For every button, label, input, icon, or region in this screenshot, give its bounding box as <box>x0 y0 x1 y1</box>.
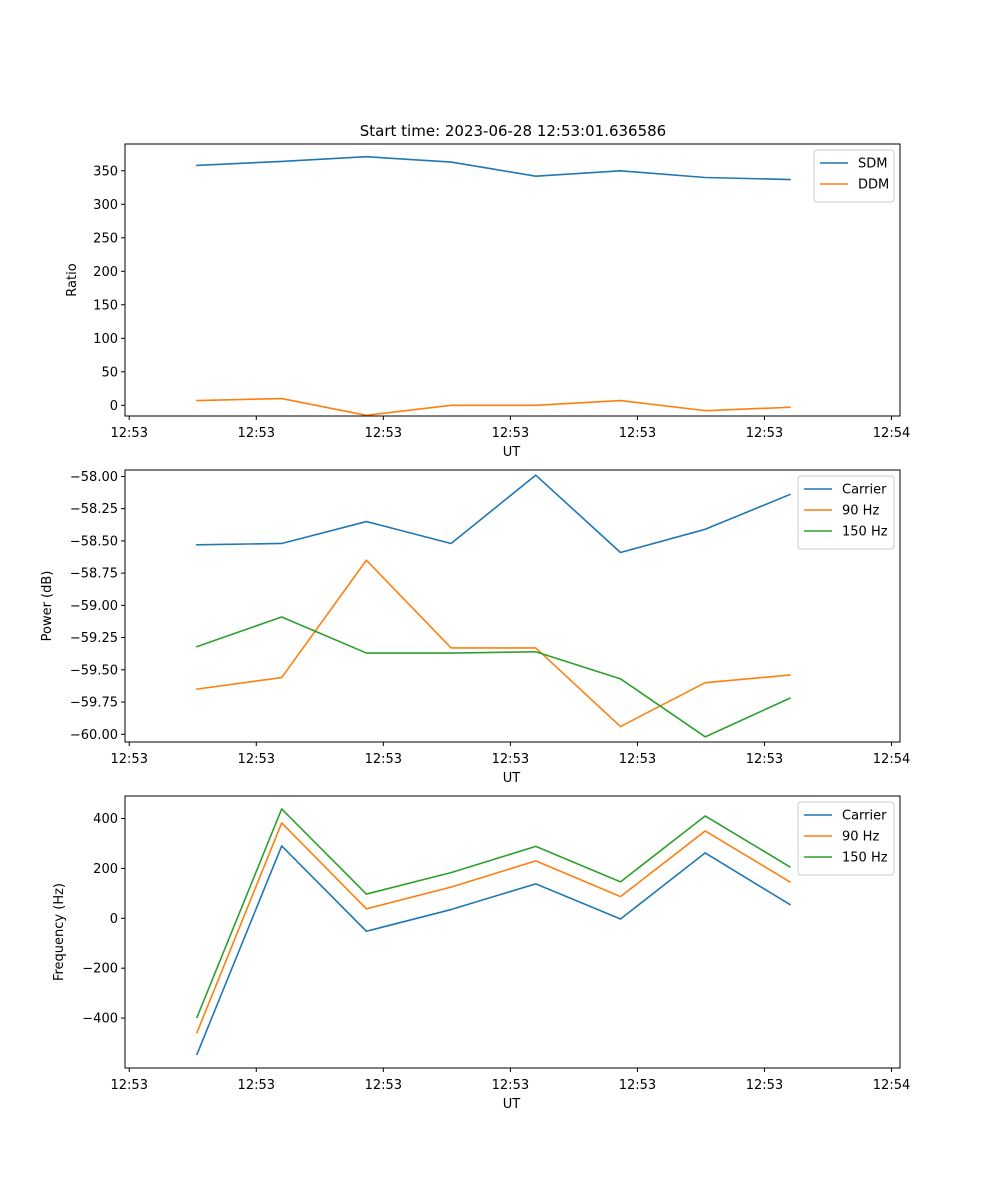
y-tick-label: 350 <box>93 164 118 179</box>
y-tick-label: 0 <box>110 399 118 414</box>
x-axis-label: UT <box>503 445 521 460</box>
y-tick-label: −60.00 <box>70 728 118 743</box>
y-tick-label: 100 <box>93 332 118 347</box>
figure-title: Start time: 2023-06-28 12:53:01.636586 <box>360 122 666 140</box>
legend-label: 90 Hz <box>842 830 879 845</box>
legend-label: Carrier <box>842 809 887 824</box>
chart-panels: 0 50 100 150 200 250 300 350 12:53 12:53 12:53 12:5… <box>40 143 910 1112</box>
y-tick-label: 150 <box>93 298 118 313</box>
x-tick-label: 12:53 <box>619 426 656 441</box>
chart-panel-3: −400 −200 0 200 400 12:53 12:53 12:53 12:53 12:53… <box>52 795 910 1112</box>
x-axis-label: UT <box>503 1097 521 1112</box>
y-axis-label: Ratio <box>65 263 80 296</box>
x-tick-label: 12:53 <box>111 426 148 441</box>
x-tick-label: 12:53 <box>746 1078 783 1093</box>
y-tick-label: 50 <box>101 365 118 380</box>
axes-frame <box>124 143 901 417</box>
legend: Carrier 90 Hz 150 Hz <box>797 801 895 876</box>
series-line-150-hz <box>195 808 791 1019</box>
y-tick-label: −58.00 <box>70 470 118 485</box>
axes-frame <box>124 795 901 1069</box>
legend-label: SDM <box>858 157 887 172</box>
x-tick-label: 12:53 <box>238 1078 275 1093</box>
series-line-90-hz <box>195 822 791 1034</box>
x-tick-label: 12:53 <box>365 752 402 767</box>
x-tick-label: 12:53 <box>492 752 529 767</box>
axes-frame <box>124 469 901 743</box>
legend-label: 90 Hz <box>842 504 879 519</box>
series-line-90-hz <box>196 559 791 728</box>
legend-label: DDM <box>858 178 889 193</box>
x-tick-label: 12:53 <box>238 426 275 441</box>
x-tick-label: 12:53 <box>746 426 783 441</box>
x-tick-label: 12:53 <box>619 752 656 767</box>
series-line-carrier <box>196 474 791 554</box>
x-axis-label: UT <box>503 771 521 786</box>
y-tick-label: 400 <box>93 812 118 827</box>
chart-panel-2: −58.00 −58.25 −58.50 −58.75 −59.00 −59.25 −59.… <box>40 469 910 786</box>
x-tick-label: 12:53 <box>111 1078 148 1093</box>
legend-label: 150 Hz <box>842 851 888 866</box>
y-tick-label: 300 <box>93 198 118 213</box>
x-tick-label: 12:53 <box>492 426 529 441</box>
x-tick-label: 12:53 <box>492 1078 529 1093</box>
series-line-sdm <box>196 155 791 181</box>
x-tick-label: 12:53 <box>365 1078 402 1093</box>
y-tick-label: 200 <box>93 862 118 877</box>
legend-label: 150 Hz <box>842 525 888 540</box>
series-line-150-hz <box>195 616 791 738</box>
x-tick-label: 12:53 <box>111 752 148 767</box>
x-tick-label: 12:54 <box>873 426 910 441</box>
y-tick-label: 200 <box>93 265 118 280</box>
legend-label: Carrier <box>842 483 887 498</box>
y-tick-label: −200 <box>82 962 118 977</box>
y-axis-label: Frequency (Hz) <box>52 883 67 981</box>
legend: SDM DDM <box>813 149 895 203</box>
x-tick-label: 12:53 <box>238 752 275 767</box>
y-tick-label: −58.25 <box>70 502 118 517</box>
x-tick-label: 12:53 <box>746 752 783 767</box>
y-tick-label: −58.75 <box>70 567 118 582</box>
y-tick-label: 0 <box>110 912 118 927</box>
chart-panel-1: 0 50 100 150 200 250 300 350 12:53 12:53 12:53 12:5… <box>65 143 910 460</box>
legend: Carrier 90 Hz 150 Hz <box>797 475 895 550</box>
series-line-ddm <box>196 397 791 417</box>
y-tick-label: −59.50 <box>70 663 118 678</box>
y-tick-label: −59.00 <box>70 599 118 614</box>
series-line-carrier <box>195 845 791 1056</box>
x-tick-label: 12:53 <box>365 426 402 441</box>
x-tick-label: 12:54 <box>873 752 910 767</box>
x-tick-label: 12:54 <box>873 1078 910 1093</box>
y-tick-label: 250 <box>93 231 118 246</box>
y-tick-label: −59.75 <box>70 696 118 711</box>
y-tick-label: −400 <box>82 1012 118 1027</box>
y-tick-label: −58.50 <box>70 534 118 549</box>
y-axis-label: Power (dB) <box>40 571 55 642</box>
x-tick-label: 12:53 <box>619 1078 656 1093</box>
y-tick-label: −59.25 <box>70 631 118 646</box>
